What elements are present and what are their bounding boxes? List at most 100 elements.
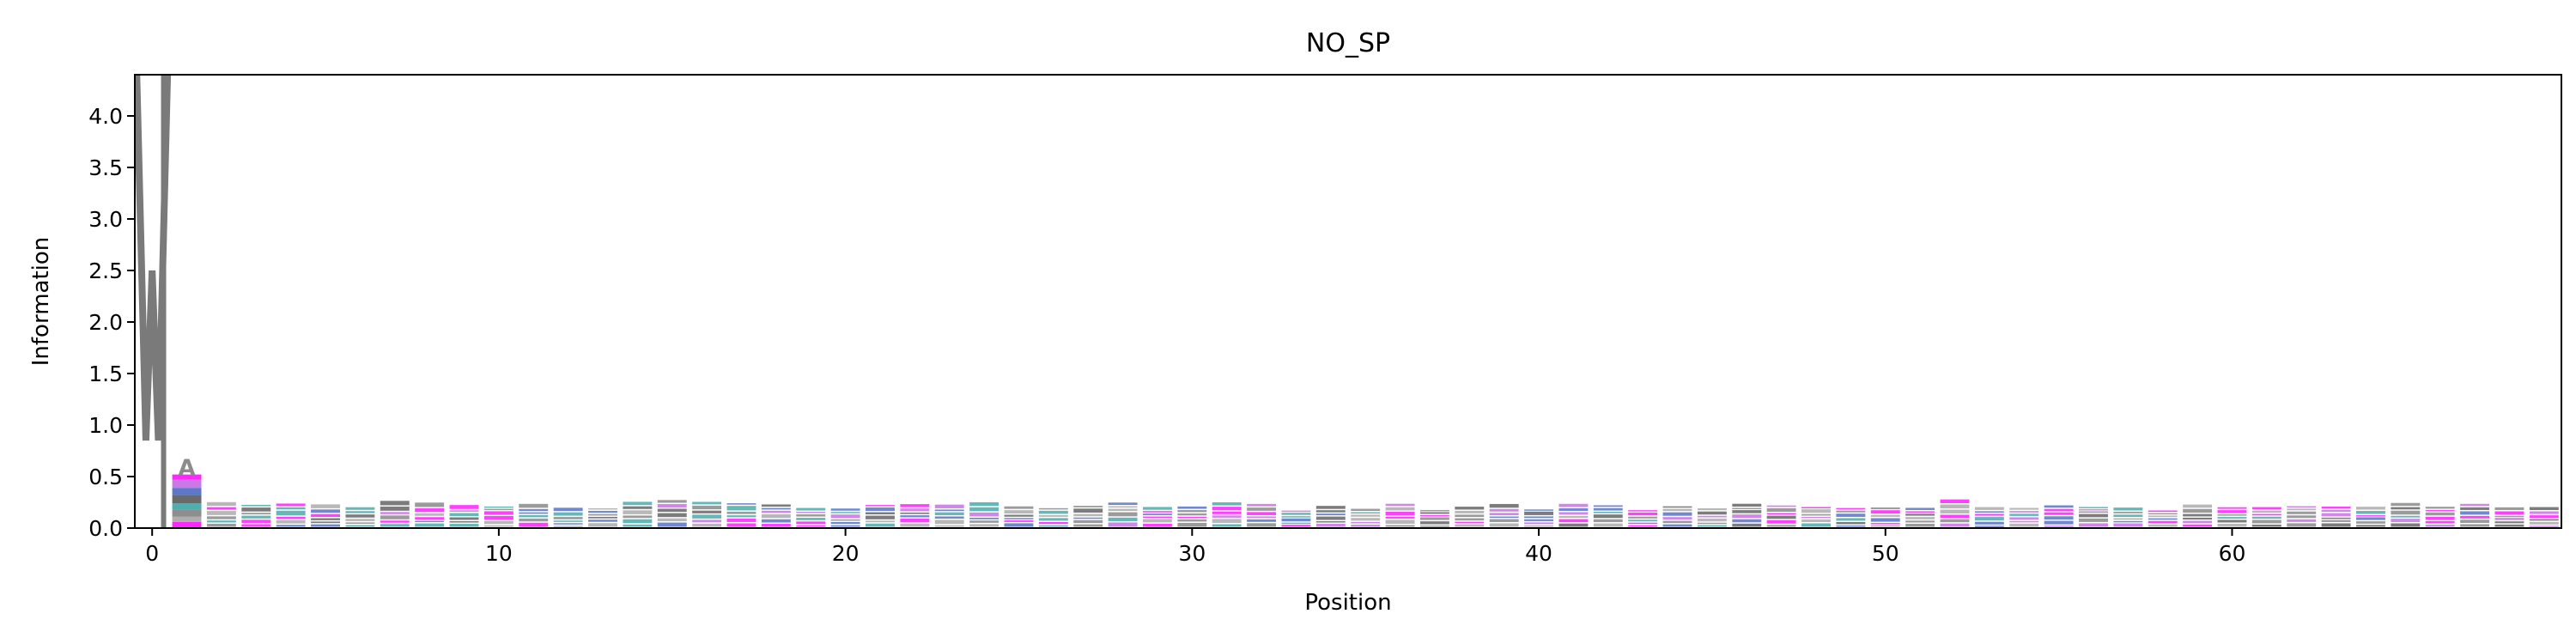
- logo-letter-block: [1697, 511, 1727, 515]
- logo-letter-block: [692, 510, 722, 513]
- logo-letter-block: [1489, 513, 1519, 516]
- logo-letter-block: [172, 503, 202, 510]
- logo-letter-block: [830, 508, 860, 511]
- x-axis: 0 10 20 30 40 50 60: [145, 528, 2245, 566]
- logo-letter-block: [415, 523, 445, 527]
- logo-letter-block: [1524, 525, 1553, 527]
- logo-letter-block: [1732, 519, 1762, 523]
- logo-letter-block: [1247, 507, 1277, 511]
- logo-letter-block: [172, 516, 202, 522]
- logo-letter-block: [1836, 521, 1866, 525]
- logo-letter-block: [588, 507, 617, 510]
- logo-letter-block: [1108, 502, 1138, 506]
- logo-letter-block: [276, 507, 306, 510]
- logo-letter-block: [692, 519, 722, 523]
- logo-letter-block: [1455, 507, 1485, 510]
- logo-letter-block: [2321, 506, 2351, 509]
- logo-letter-block: [1004, 523, 1034, 527]
- logo-letter-block: [1940, 509, 1970, 513]
- logo-letter-block: [2148, 524, 2178, 527]
- logo-letter-block: [2251, 510, 2281, 513]
- logo-letter-block: [969, 517, 999, 519]
- logo-letter-block: [2460, 503, 2490, 507]
- logo-letter-block: [1455, 518, 1485, 521]
- logo-letter-block: [1247, 523, 1277, 527]
- logo-letter-block: [1247, 512, 1277, 515]
- logo-letter-block: [1281, 516, 1311, 518]
- logo-letter-block: [1628, 525, 1658, 527]
- logo-letter-block: [483, 511, 513, 515]
- logo-letter-block: [553, 520, 583, 522]
- logo-letter-block: [415, 502, 445, 507]
- logo-letter-block: [1593, 505, 1623, 507]
- logo-letter-block: [1905, 513, 1935, 516]
- logo-letter-block: [311, 504, 340, 508]
- y-tick-label: 2.0: [88, 310, 123, 335]
- y-tick-label: 4.0: [88, 104, 123, 129]
- logo-letter-block: [519, 503, 549, 508]
- logo-letter-block: [1143, 516, 1172, 519]
- logo-letter-block: [2113, 514, 2143, 517]
- logo-letter-block: [1836, 513, 1866, 517]
- logo-letter-block: [1108, 517, 1138, 521]
- logo-letter-block: [1801, 516, 1831, 519]
- logo-letter-block: [2425, 516, 2455, 520]
- logo-letter-block: [1801, 513, 1831, 516]
- logo-letter-block: [1558, 503, 1589, 507]
- logo-letter-block: [1524, 519, 1553, 521]
- logo-letter-block: [2287, 508, 2317, 511]
- logo-letter-block: [1558, 508, 1589, 511]
- logo-letter-block: [2251, 507, 2281, 510]
- logo-letter-block: [276, 519, 306, 524]
- logo-letter-block: [1385, 525, 1415, 527]
- logo-letter-block: [1836, 510, 1866, 513]
- logo-letter-block: [2356, 525, 2385, 527]
- logo-letter-block: [1558, 512, 1589, 515]
- logo-letter-block: [276, 510, 306, 516]
- logo-letter-block: [900, 508, 930, 512]
- logo-letter-block: [1593, 523, 1623, 527]
- logo-letter-block: [345, 507, 375, 510]
- logo-letter-block: [2460, 519, 2490, 523]
- logo-letter-block: [1489, 523, 1519, 527]
- logo-letter-block: [934, 512, 964, 515]
- logo-letter-block: [276, 503, 306, 507]
- logo-letter-block: [380, 524, 410, 527]
- logo-letter-block: [726, 523, 756, 527]
- logo-letter-block: [2251, 519, 2281, 524]
- logo-letter-block: [1732, 514, 1762, 519]
- logo-letter-block: [934, 504, 964, 508]
- logo-letter-block: [519, 522, 549, 527]
- logo-letter-block: [172, 479, 202, 489]
- logo-letter-block: [1281, 525, 1311, 527]
- logo-letter-block: [2079, 523, 2108, 527]
- logo-letter-block: [934, 525, 964, 527]
- logo-letter-block: [692, 501, 722, 505]
- logo-letter-block: [1315, 506, 1346, 509]
- logo-letter-block: [483, 520, 513, 525]
- y-tick-label: 2.5: [88, 258, 123, 283]
- logo-letter-block: [345, 514, 375, 518]
- logo-letter-block: [2356, 521, 2385, 524]
- logo-letter-block: [1766, 515, 1796, 519]
- logo-letter-block: [588, 519, 617, 522]
- logo-letter-block: [1662, 508, 1692, 512]
- logo-letter-block: [345, 511, 375, 513]
- logo-letter-block: [726, 511, 756, 514]
- logo-letter-block: [206, 516, 236, 519]
- logo-letter-block: [2148, 520, 2178, 524]
- logo-letter-block: [276, 516, 306, 519]
- logo-letter-block: [2009, 523, 2039, 527]
- logo-letter-block: [1315, 523, 1346, 527]
- logo-letter-block: [1489, 503, 1519, 508]
- logo-letter-block: [1351, 512, 1381, 514]
- logo-letter-block: [1004, 510, 1034, 513]
- logo-letter-block: [726, 503, 756, 505]
- logo-letter-block: [1489, 519, 1519, 522]
- logo-letter-block: [588, 510, 617, 513]
- plot-area: A: [135, 75, 2559, 528]
- logo-letter-block: [1974, 511, 2004, 513]
- logo-letter-block: [380, 520, 410, 523]
- logo-letter-block: [553, 526, 583, 527]
- logo-letter-block: [2529, 526, 2559, 527]
